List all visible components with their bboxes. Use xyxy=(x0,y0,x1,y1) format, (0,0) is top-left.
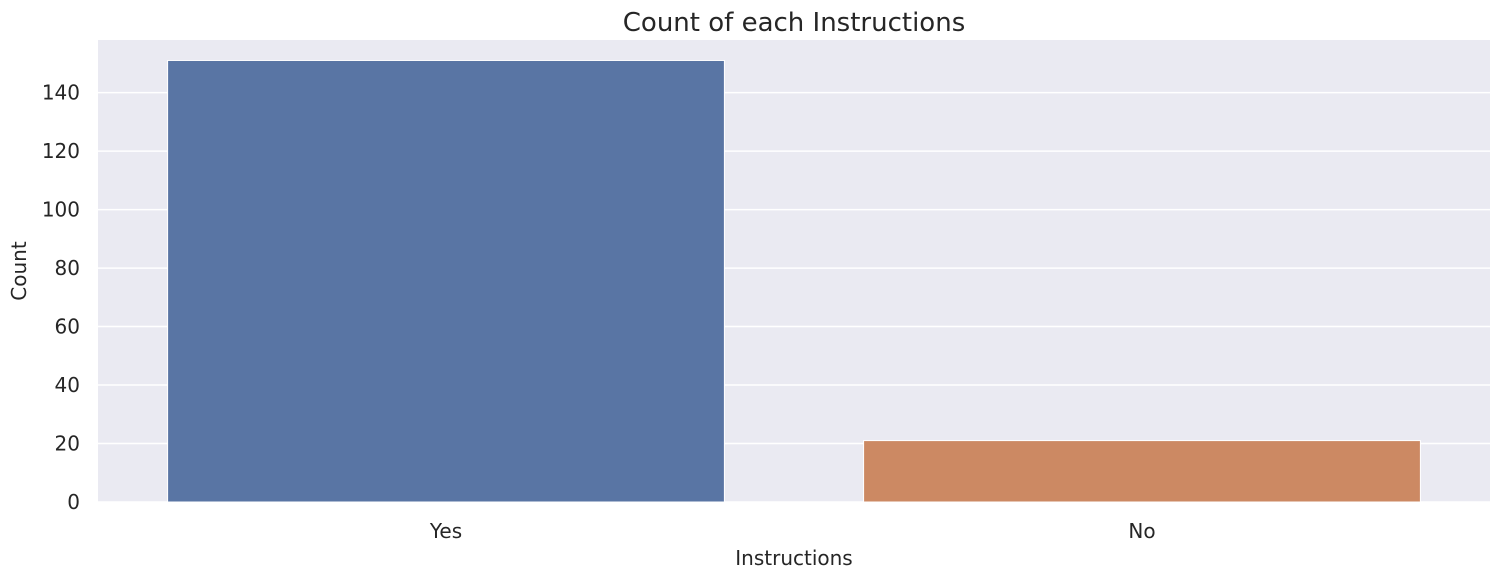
x-tick-label: Yes xyxy=(429,519,462,543)
x-axis-label: Instructions xyxy=(735,546,852,570)
bars xyxy=(167,59,1421,503)
bar-yes xyxy=(167,59,725,503)
y-tick-labels: 0 20 40 60 80 100 120 140 xyxy=(42,81,80,514)
y-tick-label: 140 xyxy=(42,81,80,105)
bar-no xyxy=(863,440,1421,503)
x-tick-label: No xyxy=(1128,519,1155,543)
y-axis-label: Count xyxy=(7,241,31,301)
y-tick-label: 0 xyxy=(67,490,80,514)
y-tick-label: 80 xyxy=(55,256,80,280)
y-tick-label: 100 xyxy=(42,198,80,222)
y-tick-label: 20 xyxy=(55,432,80,456)
y-tick-label: 40 xyxy=(55,373,80,397)
chart-title: Count of each Instructions xyxy=(623,8,965,38)
y-tick-label: 60 xyxy=(55,315,80,339)
y-tick-label: 120 xyxy=(42,139,80,163)
x-tick-labels: Yes No xyxy=(429,519,1156,543)
